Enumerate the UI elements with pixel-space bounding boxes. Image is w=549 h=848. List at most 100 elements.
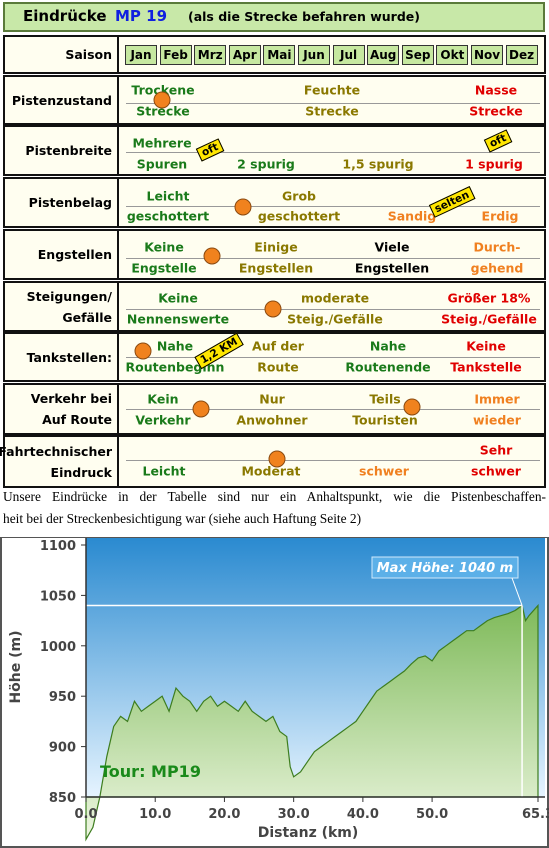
annotation-pointer <box>511 577 523 606</box>
option-text: Einige <box>254 239 298 255</box>
rating-marker <box>234 198 252 216</box>
option-text: Steig./Gefälle <box>287 311 383 327</box>
elevation-chart: Max Höhe: 1040 m Tour: MP19 850 900 950 1000 1… <box>0 537 549 848</box>
option-text: Teils <box>369 391 401 407</box>
rating-marker <box>153 91 171 109</box>
label-line: Eindruck <box>50 464 112 480</box>
x-tick-label: 0.0 <box>74 807 97 822</box>
label-line: Tankstellen: <box>26 349 112 365</box>
header: Eindrücke MP 19 (als die Strecke befahre… <box>3 2 545 32</box>
option-text: Trockene <box>131 82 195 98</box>
annotation-box <box>371 556 519 579</box>
option-text: 1,5 spurig <box>342 156 414 172</box>
tour-label: Tour: MP19 <box>100 762 201 781</box>
option-text: gehend <box>470 260 524 276</box>
month: Dez <box>505 45 538 65</box>
row-label: Pistenbreite <box>5 127 119 174</box>
scale-line <box>126 258 540 259</box>
option-text: geschottert <box>126 208 210 224</box>
label-line: Verkehr bei <box>30 391 112 406</box>
option-text: Leicht <box>142 463 186 479</box>
option-text: geschottert <box>257 208 341 224</box>
option-text: Routenende <box>345 359 431 375</box>
row-label: Pistenbelag <box>5 179 119 226</box>
option-text: Nahe <box>369 338 407 354</box>
option-text: Keine <box>158 290 198 306</box>
caption-line: Unsere Eindrücke in der Tabelle sind nur… <box>3 489 546 504</box>
y-tick-label: 900 <box>49 741 76 756</box>
option-text: schwer <box>471 463 521 479</box>
option-text: 2 spurig <box>237 156 295 172</box>
scale-line <box>126 357 540 358</box>
option-text: schwer <box>359 463 409 479</box>
x-tick-label: 20.0 <box>208 807 240 822</box>
rating-marker <box>403 398 421 416</box>
row-label: Engstellen <box>5 231 119 278</box>
label-line: Gefälle <box>62 309 112 325</box>
month: Feb <box>159 45 192 65</box>
option-text: Leicht <box>146 188 190 204</box>
scale-line <box>126 152 540 153</box>
y-tick-label: 1100 <box>40 539 76 554</box>
option-text: Erdig <box>481 208 519 224</box>
header-title: Eindrücke <box>23 7 107 25</box>
option-text: Spuren <box>136 156 188 172</box>
option-text: Moderat <box>241 463 301 479</box>
option-text: Engstelle <box>131 260 197 276</box>
month: Apr <box>228 45 261 65</box>
option-text: Tankstelle <box>450 359 522 375</box>
x-axis-title: Distanz (km) <box>258 825 359 841</box>
scale-line <box>126 460 540 461</box>
row-label: Saison <box>5 37 119 72</box>
option-text: Steig./Gefälle <box>441 311 537 327</box>
y-tick-label: 1050 <box>40 589 76 604</box>
month: Jan <box>125 45 157 65</box>
month: Nov <box>471 45 503 65</box>
annotation-text: Max Höhe: 1040 m <box>377 561 513 576</box>
month: Okt <box>436 45 469 65</box>
rating-marker <box>264 300 282 318</box>
option-text: Immer <box>474 391 520 407</box>
option-text: Strecke <box>469 103 523 119</box>
month: Mai <box>263 45 296 65</box>
option-text: moderate <box>300 290 370 306</box>
row-label: Tankstellen: <box>5 334 119 380</box>
row-label: Fahrtechnischer Eindruck <box>0 437 119 486</box>
label-line: Steigungen/ <box>26 288 112 304</box>
table-row: Pistenbreite <box>3 125 546 176</box>
scale-line <box>126 309 540 310</box>
option-text: Mehrere <box>132 135 192 151</box>
x-tick-label: 65.3 <box>522 807 549 822</box>
option-text: 1 spurig <box>465 156 523 172</box>
x-tick-label: 50.0 <box>416 807 448 822</box>
label-line: Pistenzustand <box>11 92 112 108</box>
y-tick-label: 950 <box>49 690 76 705</box>
row-label: Verkehr bei Auf Route <box>5 385 119 433</box>
label-line: Saison <box>65 47 112 62</box>
option-text: Kein <box>147 391 179 407</box>
rating-marker <box>134 342 152 360</box>
label-line: Fahrtechnischer <box>0 443 112 459</box>
option-text: Keine <box>466 338 506 354</box>
month: Jul <box>332 45 365 65</box>
x-tick-label: 30.0 <box>278 807 310 822</box>
month: Jun <box>298 45 330 65</box>
option-text: Route <box>257 359 299 375</box>
option-text: Feuchte <box>303 82 361 98</box>
rating-marker <box>192 400 210 418</box>
rating-marker <box>203 247 221 265</box>
scale-line <box>126 409 540 410</box>
month: Mrz <box>194 45 227 65</box>
option-text: Viele <box>374 239 410 255</box>
x-tick-label: 10.0 <box>139 807 171 822</box>
option-text: Sehr <box>479 442 513 458</box>
option-text: Auf der <box>252 338 304 354</box>
month: Sep <box>401 45 434 65</box>
caption-line: heit bei der Streckenbesichtigung war (s… <box>3 511 362 526</box>
label-line: Pistenbelag <box>28 195 112 210</box>
month: Aug <box>367 45 400 65</box>
option-text: Strecke <box>305 103 359 119</box>
option-text: Größer 18% <box>447 290 531 306</box>
label-line: Pistenbreite <box>25 143 112 158</box>
